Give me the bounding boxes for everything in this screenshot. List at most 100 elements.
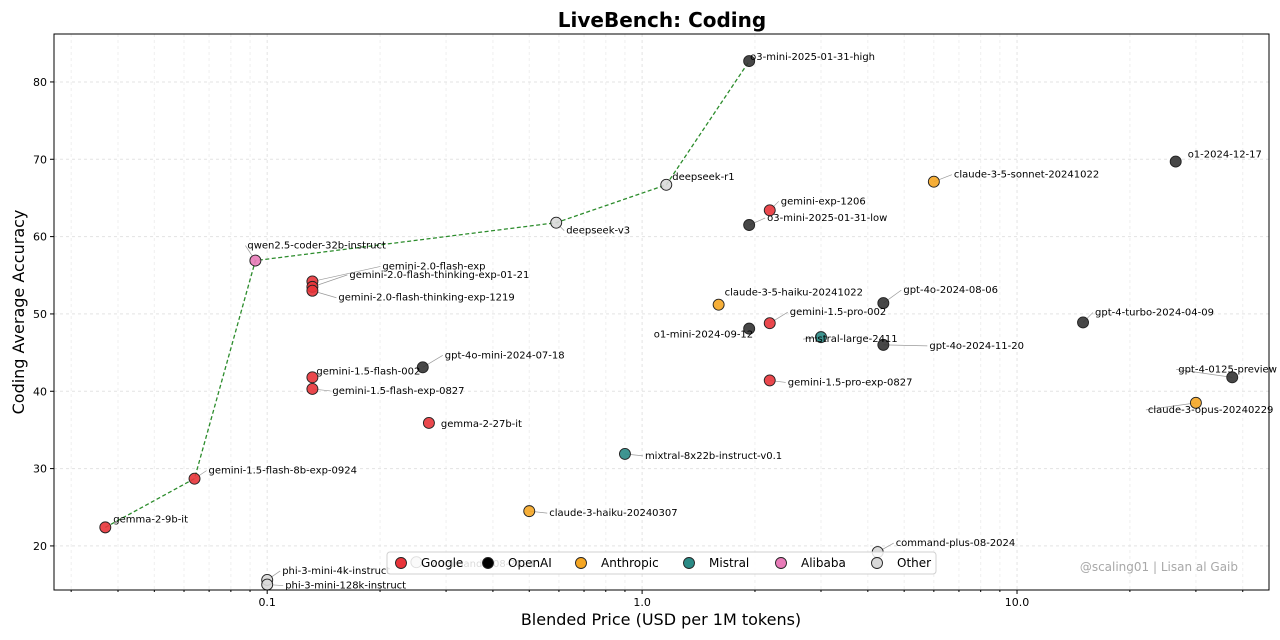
x-axis-ticks: 0.1 1.0 10.0 (70, 590, 1244, 609)
legend-marker (683, 557, 695, 569)
point-label: gemini-2.0-flash-thinking-exp-01-21 (349, 270, 529, 281)
data-point (306, 284, 319, 297)
y-tick-label: 20 (33, 540, 47, 553)
data-point (815, 331, 827, 344)
data-point (188, 472, 201, 485)
legend: Google OpenAI Anthropic Mistral Alibaba Other (386, 551, 937, 575)
point-label: mistral-large-2411 (805, 334, 898, 345)
legend-marker (775, 557, 787, 569)
point-label: gemini-1.5-pro-exp-0827 (788, 377, 913, 388)
point-label: gemma-2-27b-it (441, 419, 522, 430)
legend-label: Anthropic (601, 556, 659, 570)
x-tick-label: 0.1 (258, 596, 276, 609)
y-tick-label: 70 (33, 153, 47, 166)
point-label: gemini-2.0-flash-exp (382, 261, 485, 272)
point-label: gpt-4o-mini-2024-07-18 (445, 350, 565, 361)
watermark: @scaling01 | Lisan al Gaib (1080, 560, 1238, 574)
point-label: gemini-1.5-flash-exp-0827 (332, 386, 464, 397)
point-labels: o3-mini-2025-01-31-high o1-2024-12-17 clau… (113, 52, 1277, 592)
data-point (743, 322, 756, 335)
point-label: claude-3-5-sonnet-20241022 (954, 170, 1099, 181)
legend-label: OpenAI (508, 556, 552, 570)
point-label: claude-3-haiku-20240307 (549, 508, 677, 519)
data-point (523, 505, 536, 518)
data-point (249, 254, 262, 267)
legend-label: Other (897, 556, 931, 570)
data-point (422, 417, 435, 429)
point-label: gpt-4o-2024-11-20 (929, 341, 1024, 352)
data-point (1077, 316, 1089, 329)
data-point (99, 521, 112, 534)
pareto-frontier (104, 60, 750, 528)
y-tick-label: 30 (33, 463, 47, 476)
chart-title: LiveBench: Coding (558, 8, 766, 32)
x-axis-label: Blended Price (USD per 1M tokens) (521, 610, 801, 629)
data-point (743, 55, 756, 68)
point-label: gemini-1.5-pro-002 (790, 307, 887, 318)
point-label: o3-mini-2025-01-31-low (767, 213, 887, 224)
label-leader-line (1176, 368, 1233, 378)
y-tick-label: 60 (33, 231, 47, 244)
point-label: phi-3-mini-4k-instruct (282, 566, 390, 577)
label-leader-line (312, 266, 381, 282)
x-tick-label: 10.0 (1005, 596, 1030, 609)
point-label: deepseek-v3 (566, 226, 630, 237)
label-leader-line (312, 274, 348, 288)
point-label: mixtral-8x22b-instruct-v0.1 (645, 451, 782, 462)
point-label: gemini-1.5-flash-8b-exp-0924 (209, 466, 357, 477)
data-point (660, 178, 673, 191)
point-label: o1-mini-2024-09-12 (654, 330, 753, 341)
legend-marker (395, 557, 407, 569)
label-leader-line (1145, 402, 1196, 411)
legend-marker (575, 557, 587, 569)
y-tick-label: 80 (33, 76, 47, 89)
data-point (306, 371, 319, 384)
legend-box (386, 551, 937, 575)
point-label: claude-3-opus-20240229 (1148, 405, 1274, 416)
data-point (261, 578, 274, 591)
data-point (927, 175, 940, 188)
point-label: o3-mini-2025-01-31-high (750, 52, 875, 63)
grid (54, 34, 1269, 590)
point-label: o1-2024-12-17 (1188, 150, 1262, 161)
data-point (877, 297, 890, 310)
data-point (1189, 396, 1202, 409)
point-label: phi-3-mini-128k-instruct (285, 581, 406, 592)
x-tick-label: 1.0 (633, 596, 651, 609)
y-axis-label: Coding Average Accuracy (9, 210, 28, 415)
legend-label: Mistral (709, 556, 749, 570)
label-leader-line (883, 344, 928, 347)
data-point (1226, 371, 1239, 384)
point-label: gemini-exp-1206 (781, 196, 866, 207)
point-label: command-plus-08-2024 (896, 538, 1016, 549)
legend-label: Alibaba (801, 556, 846, 570)
data-point (877, 338, 890, 351)
data-point (306, 382, 319, 395)
legend-label: Google (421, 556, 463, 570)
data-point (763, 374, 776, 387)
data-point (619, 447, 631, 460)
data-point (743, 219, 756, 231)
point-label: gemma-2-9b-it (113, 514, 188, 525)
point-label: gpt-4-turbo-2024-04-09 (1095, 307, 1214, 318)
point-label: gpt-4-0125-preview (1178, 364, 1277, 375)
frontier-line (104, 60, 750, 528)
plot-frame (53, 33, 1270, 591)
data-point (416, 361, 429, 374)
data-point (763, 317, 776, 330)
data-point (763, 204, 776, 217)
point-label: gemini-1.5-flash-002 (316, 366, 420, 377)
point-label: claude-3-5-haiku-20241022 (725, 288, 863, 299)
point-label: gemini-2.0-flash-thinking-exp-1219 (338, 293, 514, 304)
legend-marker (871, 557, 883, 569)
point-label: gpt-4o-2024-08-06 (903, 285, 998, 296)
y-tick-label: 50 (33, 308, 47, 321)
point-label: qwen2.5-coder-32b-instruct (247, 241, 386, 252)
legend-marker (482, 557, 494, 569)
y-axis-ticks: 20 30 40 50 60 70 80 (33, 76, 54, 553)
data-point (1169, 155, 1182, 168)
data-point (712, 298, 725, 311)
data-point (550, 216, 563, 229)
y-tick-label: 40 (33, 385, 47, 398)
